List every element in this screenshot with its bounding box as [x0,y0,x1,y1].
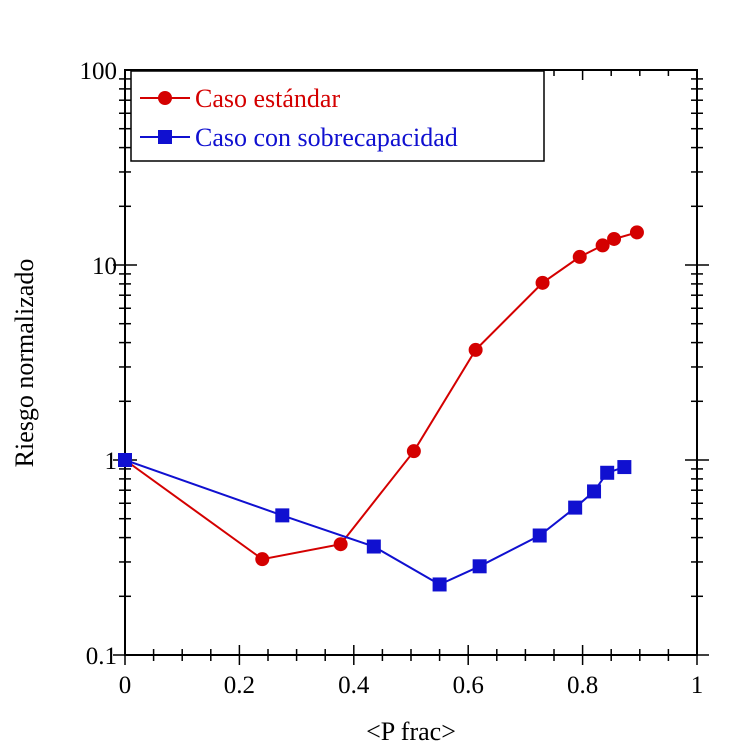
data-point [472,559,487,574]
data-point [366,539,381,554]
data-point [468,342,483,357]
data-point [600,465,615,480]
data-point [406,444,421,459]
data-point [532,528,547,543]
data-point [607,231,622,246]
y-tick-label: 10 [92,253,117,280]
x-tick-label: 0.6 [453,672,484,699]
x-tick-label: 0 [119,672,132,699]
data-point [432,577,447,592]
legend: Caso estándar Caso con sobrecapacidad [130,70,545,162]
data-point [587,484,602,499]
data-point [595,238,610,253]
y-tick-label: 1 [105,448,118,475]
legend-label: Caso con sobrecapacidad [195,123,458,152]
series-2 [118,453,632,592]
series-line [124,231,638,561]
data-point [572,249,587,264]
data-point [629,225,644,240]
legend-box [130,70,545,162]
data-point [333,537,348,552]
data-point [118,453,132,467]
x-tick-label: 0.4 [338,672,370,699]
x-tick-label: 0.2 [224,672,255,699]
data-point [535,275,550,290]
legend-label: Caso estándar [195,84,340,113]
data-point [617,460,632,475]
series-1 [118,225,644,567]
y-tick-label: 100 [80,58,118,85]
y-axis-label: Riesgo normalizado [10,259,39,468]
legend-marker [158,91,172,105]
legend-marker [158,130,172,144]
x-tick-label: 1 [691,672,704,699]
x-axis-label: <P frac> [366,717,456,746]
data-point [255,552,270,567]
series-layer [118,225,644,592]
x-tick-label: 0.8 [567,672,598,699]
data-point [568,500,583,515]
y-tick-label: 0.1 [86,643,117,670]
x-axis-ticks: 0 0.2 0.4 0.6 0.8 1 [119,70,704,699]
y-axis-ticks: 0.1 1 10 100 [80,58,709,670]
data-point [275,508,290,523]
series-line [124,459,625,586]
